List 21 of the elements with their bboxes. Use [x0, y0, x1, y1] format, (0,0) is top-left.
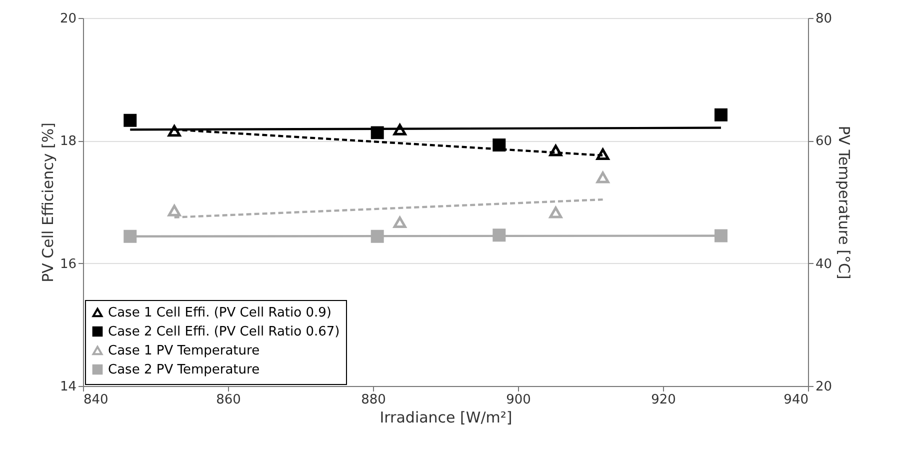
x-tick-label: 840: [84, 392, 108, 408]
y2-axis-title: PV Temperature [°C]: [835, 126, 854, 280]
y-tick-label: 14: [60, 380, 76, 394]
legend-label: Case 1 PV Temperature: [108, 344, 260, 358]
x-tick-label: 900: [506, 392, 531, 408]
y-tick-label: 18: [60, 134, 76, 150]
legend-label: Case 1 Cell Effi. (PV Cell Ratio 0.9): [108, 306, 332, 320]
legend-label: Case 2 PV Temperature: [108, 362, 260, 378]
y-tick-label: 20: [60, 12, 76, 26]
x-tick-label: 940: [784, 392, 808, 408]
y2-tick-label: 20: [816, 380, 832, 394]
x-axis-title: Irradiance [W/m²]: [380, 408, 512, 426]
x-tick-label: 860: [216, 392, 241, 408]
y-tick-label: 16: [60, 256, 76, 272]
y2-tick-label: 60: [816, 134, 832, 150]
y2-tick-label: 80: [816, 12, 832, 26]
x-tick-label: 880: [361, 392, 386, 408]
y-axis-title: PV Cell Efficiency [%]: [38, 122, 57, 282]
y2-tick-label: 40: [816, 256, 832, 272]
x-tick-label: 920: [651, 392, 676, 408]
legend-label: Case 2 Cell Effi. (PV Cell Ratio 0.67): [108, 324, 340, 340]
